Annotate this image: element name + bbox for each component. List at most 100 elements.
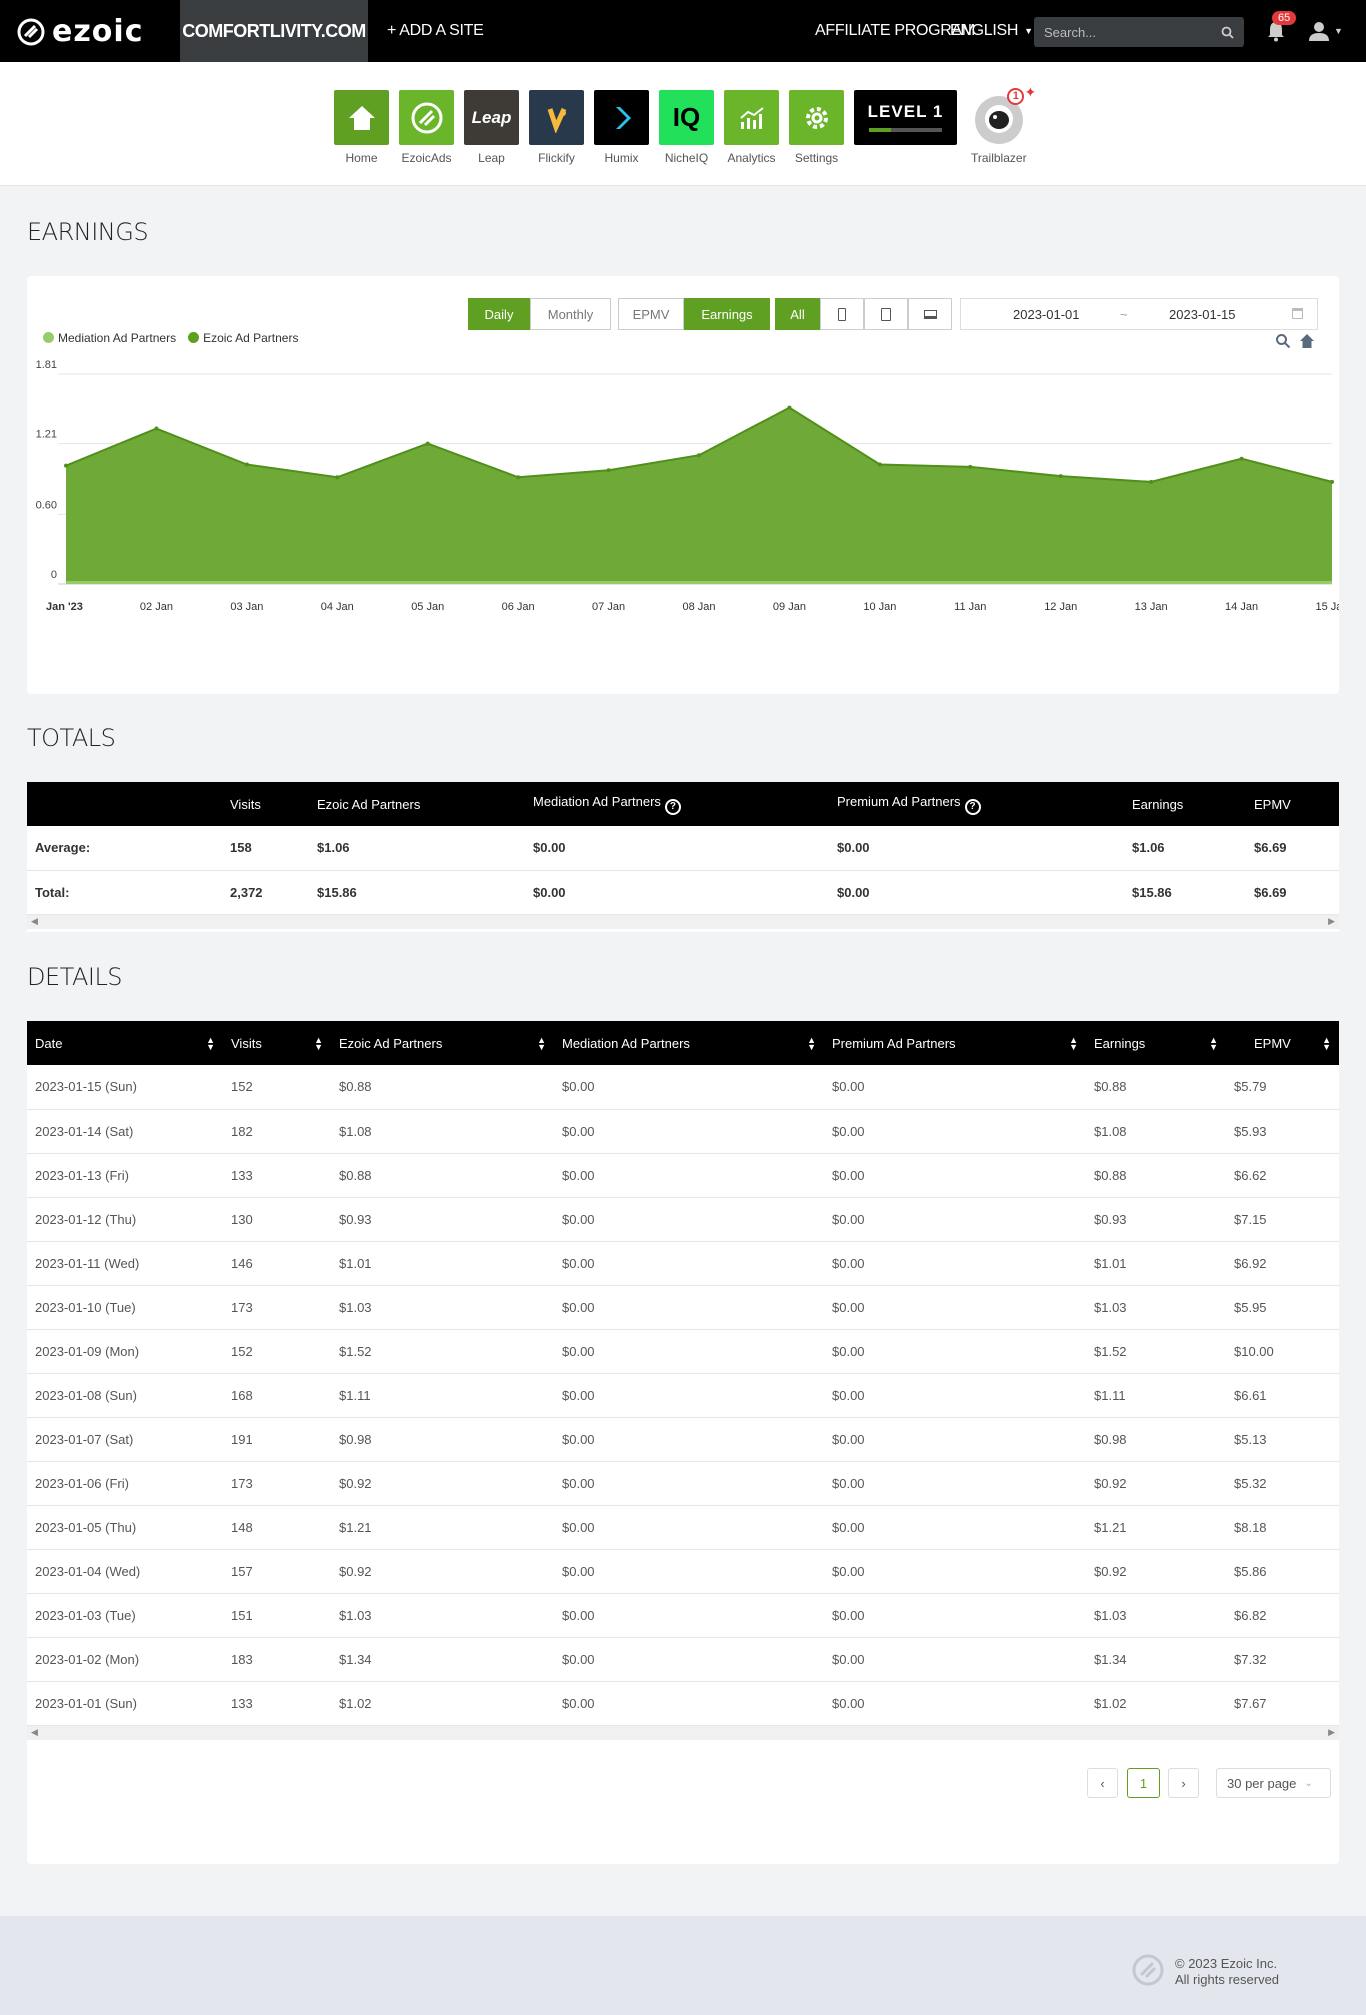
app-humix[interactable]: Humix (594, 90, 649, 165)
app-analytics[interactable]: Analytics (724, 90, 779, 165)
totals-row-total: Total: 2,372 $15.86 $0.00 $0.00 $15.86 $… (27, 870, 1339, 915)
table-cell: $0.00 (554, 1593, 824, 1638)
table-cell: 133 (223, 1681, 331, 1726)
x-tick-label: 02 Jan (140, 601, 173, 613)
app-home[interactable]: Home (334, 90, 389, 165)
table-cell: $1.11 (331, 1373, 554, 1418)
device-toggle: All (775, 298, 952, 330)
app-trailblazer[interactable]: 1 ✦ Trailblazer (971, 84, 1036, 165)
zoom-icon[interactable] (1275, 333, 1291, 349)
earnings-button[interactable]: Earnings (684, 298, 770, 330)
desktop-button[interactable] (908, 298, 952, 330)
app-settings[interactable]: Settings (789, 90, 844, 165)
scroll-left-icon[interactable]: ◀ (31, 1726, 38, 1737)
table-cell: $0.92 (1086, 1461, 1226, 1506)
legend-item-mediation[interactable]: Mediation Ad Partners (43, 331, 176, 345)
user-menu[interactable]: ▼ (1308, 20, 1343, 42)
scroll-right-icon[interactable]: ▶ (1328, 915, 1335, 926)
x-tick-label: 11 Jan (954, 601, 986, 613)
help-icon[interactable]: ? (664, 798, 681, 815)
legend-swatch (188, 332, 200, 343)
monthly-button[interactable]: Monthly (530, 298, 611, 330)
table-cell: $7.67 (1226, 1681, 1339, 1726)
help-icon[interactable]: ? (964, 798, 981, 815)
site-selector[interactable]: COMFORTLIVITY.COM (180, 0, 368, 62)
table-cell: $1.02 (331, 1681, 554, 1726)
reset-zoom-home-icon[interactable] (1299, 333, 1315, 349)
scroll-right-icon[interactable]: ▶ (1328, 1726, 1335, 1737)
horizontal-scrollbar[interactable]: ◀ ▶ (27, 1725, 1339, 1740)
table-cell: $10.00 (1226, 1329, 1339, 1374)
table-cell: $0.00 (824, 1417, 1086, 1462)
app-ezoicads[interactable]: EzoicAds (399, 90, 454, 165)
sort-header-date[interactable]: Date ▲ ▼ (27, 1021, 223, 1065)
bell-icon[interactable] (1266, 20, 1286, 42)
date-from: 2023-01-01 (1013, 306, 1080, 322)
x-tick-label: 03 Jan (230, 601, 263, 613)
search-icon[interactable] (1221, 26, 1234, 39)
table-row: 2023-01-12 (Thu) 130 $0.93 $0.00 $0.00 $0.93 $… (27, 1197, 1339, 1242)
per-page-select[interactable]: 30 per page ⌄ (1216, 1768, 1331, 1798)
date-range-picker[interactable]: 2023-01-01 ~ 2023-01-15 (960, 298, 1318, 330)
metric-toggle: EPMV Earnings (618, 298, 770, 330)
table-cell: $1.08 (1086, 1109, 1226, 1154)
data-point (968, 464, 973, 469)
tablet-button[interactable] (864, 298, 908, 330)
sort-header-premium[interactable]: Premium Ad Partners ▲ ▼ (824, 1021, 1086, 1065)
data-point (1239, 456, 1244, 461)
mobile-button[interactable] (820, 298, 864, 330)
table-cell: $6.69 (1246, 826, 1339, 871)
sort-header-visits[interactable]: Visits ▲ ▼ (223, 1021, 331, 1065)
table-cell: $0.98 (1086, 1417, 1226, 1462)
sort-header-epmv[interactable]: EPMV ▲ ▼ (1226, 1021, 1339, 1065)
calendar-icon (1292, 308, 1303, 319)
totals-header-premium: Premium Ad Partners? (829, 782, 1124, 826)
table-cell: $0.00 (554, 1197, 824, 1242)
all-devices-button[interactable]: All (775, 298, 820, 330)
sort-header-mediation[interactable]: Mediation Ad Partners ▲ ▼ (554, 1021, 824, 1065)
table-cell: $1.52 (331, 1329, 554, 1374)
horizontal-scrollbar[interactable]: ◀ ▶ (27, 914, 1339, 929)
table-cell: $0.92 (1086, 1549, 1226, 1594)
analytics-icon (724, 90, 779, 145)
next-page-button[interactable]: › (1168, 1768, 1199, 1798)
language-selector[interactable]: ENGLISH ▼ (950, 0, 1033, 62)
epmv-button[interactable]: EPMV (618, 298, 684, 330)
table-cell: $0.00 (554, 1417, 824, 1462)
footer-rights: All rights reserved (1175, 1972, 1280, 1987)
table-cell: 2023-01-02 (Mon) (27, 1637, 223, 1682)
table-cell: $0.88 (331, 1065, 554, 1110)
app-flickify[interactable]: Flickify (529, 90, 584, 165)
prev-page-button[interactable]: ‹ (1087, 1768, 1118, 1798)
legend-item-ezoic[interactable]: Ezoic Ad Partners (188, 331, 298, 345)
footer-copyright: © 2023 Ezoic Inc. (1175, 1956, 1278, 1971)
data-point (335, 475, 340, 480)
add-site-link[interactable]: + ADD A SITE (387, 22, 484, 39)
sort-header-earnings[interactable]: Earnings ▲ ▼ (1086, 1021, 1226, 1065)
app-nicheiq[interactable]: IQ NicheIQ (659, 90, 714, 165)
scroll-left-icon[interactable]: ◀ (31, 915, 38, 926)
table-cell: $0.00 (554, 1637, 824, 1682)
page-1-button[interactable]: 1 (1127, 1768, 1160, 1798)
table-cell: 2023-01-03 (Tue) (27, 1593, 223, 1638)
earnings-area-chart: 0 0.60 1.21 1.81 Jan '23 02 Jan 03 Jan 04 Jan 05… (36, 359, 1339, 613)
table-cell: 133 (223, 1153, 331, 1198)
search-input[interactable] (1044, 24, 1221, 40)
daily-button[interactable]: Daily (468, 298, 530, 330)
chevron-down-icon: ▼ (1334, 26, 1343, 36)
series-area-ezoic (66, 407, 1332, 584)
app-leap[interactable]: Leap Leap (464, 90, 519, 165)
table-row: 2023-01-13 (Fri) 133 $0.88 $0.00 $0.00 $0.88 $… (27, 1153, 1339, 1198)
table-cell: 173 (223, 1285, 331, 1330)
affiliate-program-link[interactable]: AFFILIATE PROGRAM (815, 22, 975, 39)
sparkle-icon: ✦ (1024, 84, 1037, 100)
settings-icon (789, 90, 844, 145)
level-badge[interactable]: LEVEL 1 (854, 90, 957, 145)
sort-header-ezoic[interactable]: Ezoic Ad Partners ▲ ▼ (331, 1021, 554, 1065)
table-cell: $0.00 (824, 1153, 1086, 1198)
ezoic-logo[interactable]: ezoic (16, 14, 143, 49)
table-cell: $0.92 (331, 1549, 554, 1594)
language-label: ENGLISH (950, 22, 1019, 39)
table-cell: $1.06 (309, 826, 525, 871)
table-cell: $0.00 (554, 1373, 824, 1418)
